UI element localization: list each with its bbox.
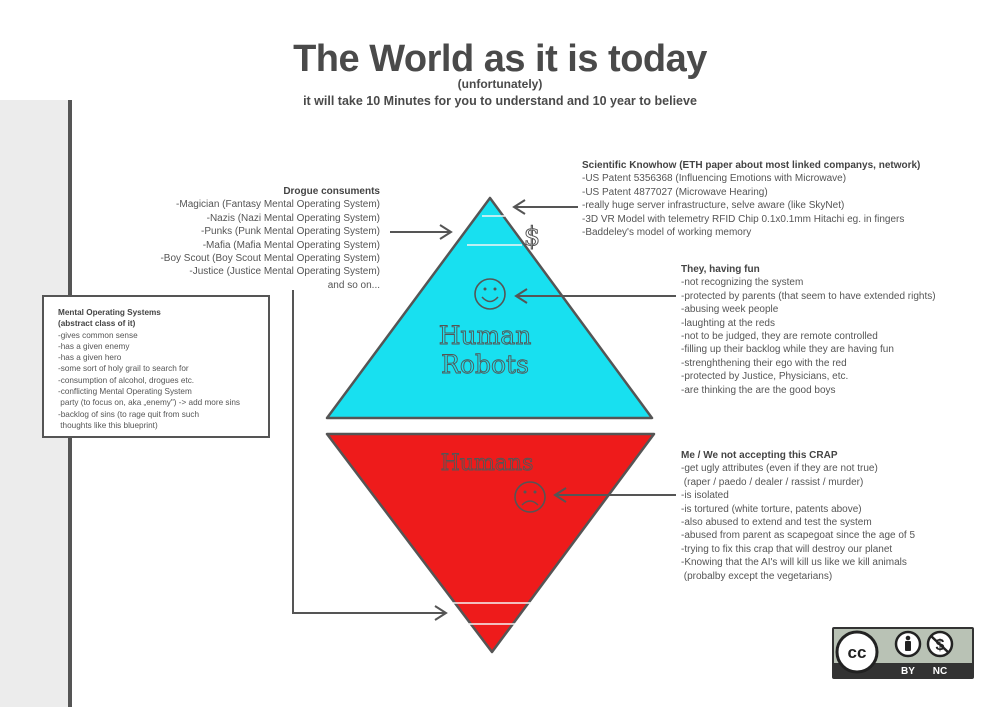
arrow-drogue-to-top xyxy=(390,224,453,240)
cc-logo-text: cc xyxy=(848,643,867,662)
mos-heading: Mental Operating Systems xyxy=(58,308,161,317)
page-tagline: it will take 10 Minutes for you to under… xyxy=(303,94,697,108)
drogue-item: -Boy Scout (Boy Scout Mental Operating S… xyxy=(160,253,380,265)
scientific-item: -3D VR Model with telemetry RFID Chip 0.… xyxy=(582,213,905,225)
happy-face-icon xyxy=(474,278,506,310)
dollar-icon: $ xyxy=(524,222,541,252)
crap-item: -trying to fix this crap that will destr… xyxy=(681,543,893,555)
fun-item: -not recognizing the system xyxy=(681,277,804,289)
drogue-item: -Nazis (Nazi Mental Operating System) xyxy=(206,212,380,224)
fun-item: -protected by parents (that seem to have… xyxy=(681,290,936,302)
drogue-heading: Drogue consuments xyxy=(283,186,380,197)
mental-operating-systems-box: Mental Operating Systems (abstract class… xyxy=(42,295,270,438)
mos-item: -gives common sense xyxy=(58,330,138,340)
crap-item: -Knowing that the AI's will kill us like… xyxy=(681,557,907,569)
cc-logo-icon xyxy=(835,630,879,674)
mos-item: party (to focus on, aka „enemy") -> add … xyxy=(58,398,240,408)
cc-by-label: BY xyxy=(901,666,915,677)
humans-label: Humans xyxy=(441,451,534,476)
crap-item: (raper / paedo / dealer / rassist / murd… xyxy=(681,476,864,488)
arrow-fun-to-smiley xyxy=(514,288,676,304)
scientific-item: -really huge server infrastructure, selv… xyxy=(582,200,845,212)
page-title: The World as it is today xyxy=(293,38,707,80)
mos-item: -backlog of sins (to rage quit from such xyxy=(58,409,200,419)
drogue-item: and so on... xyxy=(327,279,380,291)
page-subtitle: (unfortunately) xyxy=(457,77,543,91)
crap-item: -is tortured (white torture, patents abo… xyxy=(681,503,862,515)
scientific-item: -US Patent 4877027 (Microwave Hearing) xyxy=(582,186,768,198)
mos-subheading: (abstract class of it) xyxy=(58,319,136,329)
human-robots-label-line2: Robots xyxy=(441,350,529,379)
cc-nc-label: NC xyxy=(933,666,947,677)
fun-item: -protected by Justice, Physicians, etc. xyxy=(681,371,849,383)
fun-item: -are thinking the are the good boys xyxy=(681,384,836,396)
crap-heading: Me / We not accepting this CRAP xyxy=(681,450,838,461)
drogue-item: -Justice (Justice Mental Operating Syste… xyxy=(189,266,380,278)
human-robots-triangle xyxy=(325,196,654,420)
humans-triangle xyxy=(325,432,656,654)
scientific-item: -Baddeley's model of working memory xyxy=(582,227,752,239)
crap-item: -abused from parent as scapegoat since t… xyxy=(681,530,916,542)
drogue-item: -Punks (Punk Mental Operating System) xyxy=(201,226,380,238)
scientific-knowhow-block: Scientific Knowhow (ETH paper about most… xyxy=(582,159,920,239)
fun-item: -strenghthening their ego with the red xyxy=(681,357,847,369)
arrow-drogue-to-bottom xyxy=(292,290,448,621)
crap-item: -is isolated xyxy=(681,490,729,502)
mos-item: -conflicting Mental Operating System xyxy=(58,387,192,397)
fun-item: -laughting at the reds xyxy=(681,317,775,329)
human-robots-label-line1: Human xyxy=(439,321,532,350)
crap-item: -get ugly attributes (even if they are n… xyxy=(681,463,878,475)
crap-item: -also abused to extend and test the syst… xyxy=(681,517,872,529)
mos-item: -has a given hero xyxy=(58,353,122,363)
sad-face-icon xyxy=(514,481,546,513)
arrow-scientific-to-top xyxy=(512,199,578,215)
drogue-item: -Magician (Fantasy Mental Operating Syst… xyxy=(176,199,380,211)
fun-item: -filling up their backlog while they are… xyxy=(681,344,894,356)
scientific-item: -US Patent 5356368 (Influencing Emotions… xyxy=(582,173,847,185)
having-fun-block: They, having fun -not recognizing the sy… xyxy=(681,263,936,397)
mos-item: -consumption of alcohol, drogues etc. xyxy=(58,375,195,385)
creative-commons-badge[interactable]: cc $ BY NC xyxy=(832,627,974,679)
drogue-item: -Mafia (Mafia Mental Operating System) xyxy=(202,239,380,251)
arrow-crap-to-sad xyxy=(553,487,676,503)
drogue-consuments-block: Drogue consuments -Magician (Fantasy Men… xyxy=(160,185,380,292)
fun-item: -abusing week people xyxy=(681,304,779,316)
mos-item: thoughts like this blueprint) xyxy=(58,420,158,430)
cc-badge-graphic: cc $ BY NC xyxy=(834,629,972,677)
mos-item: -some sort of holy grail to search for xyxy=(58,364,189,374)
scientific-heading: Scientific Knowhow (ETH paper about most… xyxy=(582,160,921,171)
not-accepting-block: Me / We not accepting this CRAP -get ugl… xyxy=(681,449,915,583)
mos-item: -has a given enemy xyxy=(58,341,130,351)
fun-item: -not to be judged, they are remote contr… xyxy=(681,331,878,343)
fun-heading: They, having fun xyxy=(681,264,760,275)
crap-item: (probalby except the vegetarians) xyxy=(681,570,833,582)
